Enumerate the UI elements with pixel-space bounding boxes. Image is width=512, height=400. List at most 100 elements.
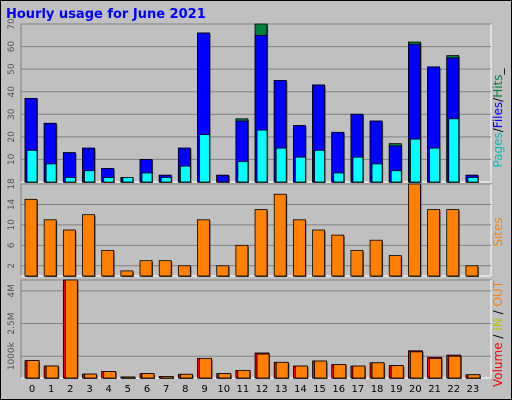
x-tick-label: 10 xyxy=(217,384,230,395)
side-label-part: Sites xyxy=(491,217,505,246)
x-tick-label: 9 xyxy=(201,384,207,395)
bar-sites-8 xyxy=(177,265,191,277)
y-tick-label: 10 xyxy=(7,153,17,165)
bar-out-2 xyxy=(64,279,78,379)
x-tick-label: 16 xyxy=(332,384,345,395)
y-tick-label: 10 xyxy=(7,219,17,231)
bar-out-8 xyxy=(179,373,193,379)
bar-sites-23 xyxy=(465,265,479,277)
side-label-part: OUT xyxy=(491,280,505,306)
bar-pages-19 xyxy=(390,170,402,183)
bar-pages-6 xyxy=(141,172,153,183)
side-label-part: Hits xyxy=(491,74,505,97)
side-label-pages-files-hits: Pages/Files/Hits_ xyxy=(491,67,505,167)
bar-sites-15 xyxy=(312,229,325,277)
side-label-part: _ xyxy=(491,67,505,75)
bar-pages-9 xyxy=(199,134,210,183)
bar-out-20 xyxy=(409,351,423,379)
bar-sites-0 xyxy=(24,198,38,277)
bar-out-7 xyxy=(160,376,174,379)
x-tick-label: 5 xyxy=(125,384,131,395)
x-axis: 0 1 2 3 4 5 6 7 8 9 10 11 12 13 14 15 16 17 18 19 20 21 22 23 xyxy=(29,384,479,395)
bar-out-17 xyxy=(352,365,366,379)
bar-pages-0 xyxy=(26,149,38,183)
bar-pages-15 xyxy=(314,149,325,183)
bar-sites-4 xyxy=(101,250,115,277)
y-tick-label: 40 xyxy=(7,86,17,98)
bar-sites-5 xyxy=(120,270,134,277)
y-tick-label: 70 xyxy=(7,18,17,30)
bar-out-13 xyxy=(275,361,289,379)
bar-sites-12 xyxy=(254,209,268,277)
y-tick-label: 18 xyxy=(7,178,17,190)
bar-sites-17 xyxy=(350,250,364,277)
bar-out-6 xyxy=(141,373,155,379)
x-tick-label: 7 xyxy=(163,384,169,395)
y-tick-label: 14 xyxy=(7,198,17,210)
bar-pages-8 xyxy=(179,165,191,183)
bar-sites-13 xyxy=(273,193,287,277)
bar-sites-11 xyxy=(235,244,249,277)
x-tick-label: 6 xyxy=(144,384,150,395)
x-tick-label: 17 xyxy=(352,384,365,395)
side-label-part: / xyxy=(491,97,505,102)
x-tick-label: 2 xyxy=(67,384,73,395)
bar-out-18 xyxy=(371,362,385,379)
side-label-part: / xyxy=(491,307,505,319)
x-tick-label: 13 xyxy=(275,384,288,395)
x-tick-label: 8 xyxy=(182,384,188,395)
bar-out-9 xyxy=(199,357,212,379)
y-tick-label: 6 xyxy=(7,242,17,248)
side-label-part: Pages xyxy=(491,132,505,167)
bar-pages-7 xyxy=(160,177,172,183)
bar-out-5 xyxy=(122,376,136,379)
bar-sites-2 xyxy=(62,229,76,277)
x-tick-label: 19 xyxy=(390,384,403,395)
x-tick-label: 15 xyxy=(313,384,326,395)
bar-pages-3 xyxy=(84,170,95,183)
bar-sites-20 xyxy=(407,183,421,277)
bar-pages-14 xyxy=(294,156,306,183)
side-label-volume-in-out: Volume / IN / OUT xyxy=(491,280,505,387)
panel-volume: 1000k 2.5M 4M xyxy=(7,279,492,379)
bar-out-14 xyxy=(294,365,308,379)
x-tick-label: 12 xyxy=(256,384,269,395)
bar-out-10 xyxy=(218,373,232,379)
bar-out-12 xyxy=(256,353,270,379)
y-tick-label: 2.5M xyxy=(7,313,17,335)
x-tick-label: 18 xyxy=(371,384,384,395)
bar-sites-18 xyxy=(369,239,383,277)
bar-pages-11 xyxy=(237,161,249,183)
bar-pages-22 xyxy=(448,118,460,183)
bar-pages-4 xyxy=(103,177,115,183)
x-tick-label: 14 xyxy=(294,384,307,395)
bar-sites-14 xyxy=(292,219,306,277)
bar-sites-6 xyxy=(139,260,153,277)
chart-title: Hourly usage for June 2021 xyxy=(6,7,206,22)
side-label-part: / xyxy=(491,331,505,343)
bar-pages-12 xyxy=(256,129,268,183)
panel-hits-files-pages: 10 20 30 40 50 60 70 xyxy=(7,18,492,184)
bar-pages-21 xyxy=(429,147,440,183)
side-label-part: / xyxy=(491,127,505,132)
bar-out-11 xyxy=(237,369,251,379)
bar-sites-9 xyxy=(197,219,210,277)
bar-pages-18 xyxy=(371,163,383,183)
bar-out-19 xyxy=(390,365,404,379)
bar-pages-23 xyxy=(467,177,479,183)
x-tick-label: 22 xyxy=(447,384,460,395)
side-label-part: Volume xyxy=(491,342,505,387)
x-tick-label: 20 xyxy=(409,384,422,395)
x-tick-label: 23 xyxy=(467,384,480,395)
bar-sites-21 xyxy=(427,209,440,277)
x-tick-label: 1 xyxy=(48,384,54,395)
bar-pages-16 xyxy=(333,172,345,183)
y-tick-label: 30 xyxy=(7,108,17,120)
y-tick-label: 1000k xyxy=(7,341,17,370)
bar-out-4 xyxy=(103,371,117,379)
y-tick-label: 2 xyxy=(7,263,17,269)
y-tick-label: 60 xyxy=(7,41,17,53)
bar-out-3 xyxy=(84,373,97,379)
x-tick-label: 0 xyxy=(29,384,35,395)
y-tick-label: 20 xyxy=(7,131,17,143)
